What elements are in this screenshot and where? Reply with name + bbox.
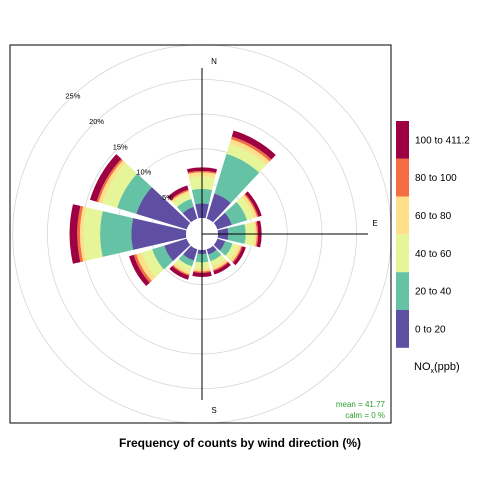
radial-tick-label-15: 15% [113, 142, 128, 151]
wedge-dir30-bin3 [229, 139, 270, 166]
wedge-dir210-bin4 [172, 264, 190, 276]
radial-tick-label-25: 25% [65, 92, 80, 101]
chart-title: Frequency of counts by wind direction (%… [119, 436, 361, 450]
wedge-dir120-bin3 [229, 244, 242, 262]
mean-annotation: mean = 41.77 [336, 400, 386, 409]
wedge-dir90-bin4 [255, 221, 259, 247]
wedge-dir270-bin4 [77, 205, 84, 263]
wedge-dir300-bin3 [98, 160, 126, 204]
wedge-dir120-bin5 [232, 246, 246, 266]
legend-label-1: 20 to 40 [415, 287, 452, 298]
wedge-dir120-bin4 [231, 245, 243, 263]
wedge-dir240-bin4 [133, 254, 152, 283]
wedge-dir210-bin3 [173, 262, 191, 275]
wedge-dir210-bin5 [169, 265, 190, 280]
wedge-dir240-bin5 [129, 254, 150, 287]
legend-title: NOx(ppb) [414, 361, 460, 375]
grid-circle-25 [12, 45, 391, 423]
wedge-dir30-bin2 [226, 143, 267, 173]
wedge-layer [69, 130, 276, 287]
wedge-dir0-bin4 [187, 170, 217, 174]
legend-swatch-0 [396, 310, 409, 348]
wedge-dir120-bin0 [213, 238, 226, 251]
wedge-dir120-bin2 [225, 243, 238, 260]
compass-label-north: N [211, 57, 217, 66]
wedge-dir60-bin0 [213, 212, 232, 230]
wedge-dir150-bin0 [206, 245, 217, 255]
wedge-dir150-bin4 [212, 261, 229, 272]
wedge-dir150-bin2 [210, 254, 226, 267]
legend: 100 to 411.2 80 to 100 60 to 80 40 to 60 20 … [396, 121, 470, 348]
compass-axes [186, 68, 368, 400]
wedge-dir330-bin2 [173, 193, 192, 208]
wedge-dir240-bin3 [136, 252, 156, 281]
radial-tick-label-5: 5% [162, 193, 173, 202]
wedge-dir60-bin3 [241, 194, 258, 219]
legend-title-unit: (ppb) [434, 361, 460, 373]
legend-label-4: 80 to 100 [415, 173, 457, 184]
legend-label-5: 100 to 411.2 [415, 135, 470, 146]
legend-swatch-4 [396, 158, 409, 197]
legend-swatch-1 [396, 272, 409, 310]
legend-swatch-2 [396, 234, 409, 273]
wedge-dir300-bin5 [89, 154, 122, 202]
wedge-dir60-bin2 [236, 197, 254, 221]
wedge-dir330-bin4 [170, 189, 189, 202]
radial-tick-labels: 5% 10% 15% 20% 25% [65, 92, 173, 202]
wedge-dir270-bin2 [83, 207, 103, 261]
wedge-dir30-bin5 [231, 130, 276, 160]
wedge-dir30-bin4 [230, 136, 272, 162]
wedge-dir300-bin2 [102, 163, 138, 209]
wedge-dir270-bin1 [100, 211, 134, 257]
wedge-dir210-bin0 [183, 245, 198, 261]
wedge-dir150-bin1 [208, 249, 222, 262]
wedge-dir300-bin1 [117, 173, 152, 214]
legend-label-3: 60 to 80 [415, 211, 452, 222]
wedge-dir210-bin1 [178, 254, 194, 267]
wedge-dir330-bin3 [171, 190, 190, 204]
calm-annotation: calm = 0 % [345, 411, 385, 420]
wedge-dir150-bin3 [211, 258, 228, 270]
legend-label-2: 40 to 60 [415, 249, 452, 260]
legend-title-main: NO [414, 361, 431, 373]
wedge-dir330-bin5 [167, 185, 189, 200]
legend-swatch-3 [396, 196, 409, 235]
wedge-dir330-bin0 [182, 206, 198, 223]
wedge-dir210-bin2 [175, 258, 193, 272]
wedge-dir30-bin0 [206, 193, 231, 223]
radial-tick-label-10: 10% [136, 168, 151, 177]
legend-title-sub: x [431, 368, 435, 375]
wedge-dir120-bin1 [219, 241, 233, 256]
wedge-dir60-bin5 [245, 191, 262, 217]
wedge-dir150-bin5 [213, 262, 231, 275]
legend-label-0: 0 to 20 [415, 324, 446, 335]
wedge-dir300-bin0 [136, 187, 191, 230]
plot-panel-border [9, 44, 392, 424]
wedge-dir60-bin4 [244, 193, 259, 218]
legend-swatch-5 [396, 121, 409, 159]
wedge-dir240-bin0 [164, 238, 191, 261]
radial-tick-label-20: 20% [89, 117, 104, 126]
compass-label-east: E [372, 219, 377, 228]
wedge-dir300-bin4 [96, 158, 123, 203]
compass-label-south: S [211, 406, 216, 415]
wedge-dir270-bin0 [131, 218, 187, 250]
wedge-dir240-bin1 [152, 245, 174, 270]
wedge-dir30-bin1 [214, 153, 260, 204]
wedge-dir270-bin5 [69, 204, 81, 264]
wedge-dir240-bin2 [141, 249, 164, 278]
wedge-dir270-bin3 [79, 206, 87, 262]
wedge-dir330-bin1 [176, 198, 194, 214]
wedge-dir60-bin1 [224, 201, 248, 225]
